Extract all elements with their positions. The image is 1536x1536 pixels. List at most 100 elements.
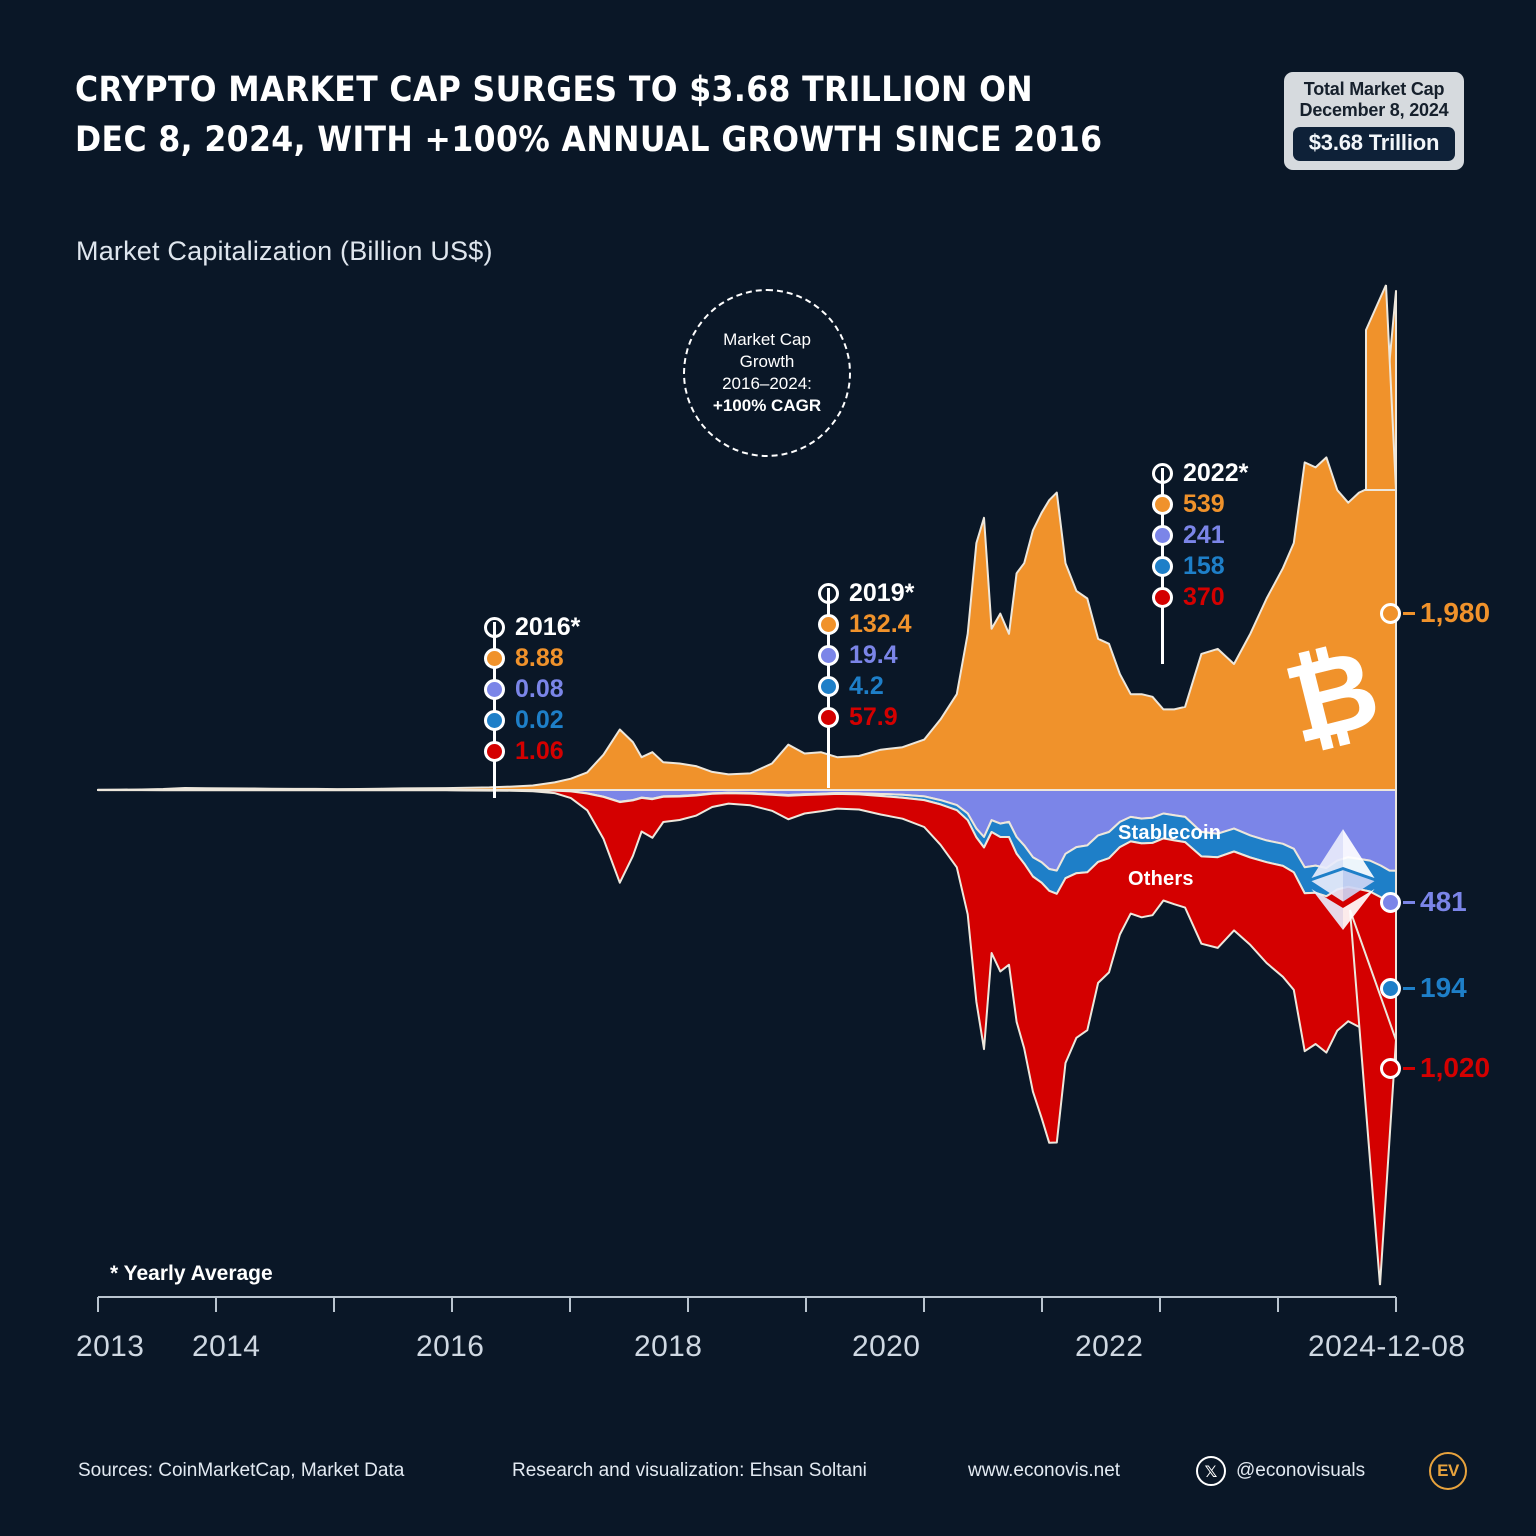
annotation-series-value: 539 bbox=[1183, 490, 1225, 518]
annotation-series-value: 241 bbox=[1183, 521, 1225, 549]
annotation-year-label: 2016* bbox=[515, 613, 581, 641]
x-axis-label: 2018 bbox=[634, 1330, 703, 1363]
end-label-value: 1,020 bbox=[1420, 1052, 1491, 1083]
annotation-series-dot bbox=[818, 614, 839, 635]
annotation-value-row: 132.4 bbox=[818, 609, 914, 640]
annotation-series-dot bbox=[818, 645, 839, 666]
annotation-year-dot bbox=[484, 617, 505, 638]
annotation-series-dot bbox=[1152, 556, 1173, 577]
annotation-series-value: 0.02 bbox=[515, 706, 564, 734]
footer-research: Research and visualization: Ehsan Soltan… bbox=[512, 1460, 867, 1481]
x-axis-label: 2022 bbox=[1075, 1330, 1144, 1363]
title-line-1: Crypto Market Cap Surges to $3.68 Trilli… bbox=[75, 70, 1034, 110]
annotation-series-dot bbox=[484, 741, 505, 762]
annotation-value-row: 4.2 bbox=[818, 671, 914, 702]
footer-website[interactable]: www.econovis.net bbox=[968, 1460, 1121, 1481]
annotation-series-value: 19.4 bbox=[849, 641, 898, 669]
chart-subtitle: Market Capitalization (Billion US$) bbox=[76, 236, 493, 266]
econovis-logo: EV bbox=[1429, 1452, 1467, 1490]
x-axis bbox=[97, 1296, 1397, 1312]
band-label-others: Others bbox=[1128, 868, 1194, 890]
axis-footnote: * Yearly Average bbox=[110, 1262, 273, 1285]
annotation-value-row: 8.88 bbox=[484, 643, 580, 674]
end-label-value: 194 bbox=[1420, 972, 1467, 1003]
x-axis-label: 2020 bbox=[852, 1330, 921, 1363]
annotation-series-value: 8.88 bbox=[515, 644, 564, 672]
badge-value: $3.68 Trillion bbox=[1293, 126, 1455, 161]
cagr-line-3: 2016–2024: bbox=[722, 374, 812, 393]
end-label-dot bbox=[1380, 1057, 1401, 1079]
annotation-series-value: 132.4 bbox=[849, 610, 912, 638]
annotation-year-row: 2016* bbox=[484, 612, 580, 643]
x-axis-label: 2024-12-08 bbox=[1308, 1330, 1466, 1363]
annotation-year-label: 2019* bbox=[849, 579, 915, 607]
annotation-value-row: 539 bbox=[1152, 489, 1248, 520]
annotation-year-dot bbox=[818, 583, 839, 604]
footer-social-handle[interactable]: @econovisuals bbox=[1236, 1460, 1366, 1481]
annotation-series-dot bbox=[818, 676, 839, 697]
end-label-connector bbox=[1403, 1066, 1415, 1070]
end-label-dot bbox=[1380, 977, 1401, 999]
title-line-2: Dec 8, 2024, with +100% Annual Growth Si… bbox=[75, 119, 1103, 160]
annotation-value-row: 19.4 bbox=[818, 640, 914, 671]
x-axis-label: 2016 bbox=[416, 1330, 485, 1363]
x-social-icon[interactable]: 𝕏 bbox=[1196, 1456, 1226, 1486]
cagr-line-4: +100% CAGR bbox=[712, 396, 822, 416]
annotation-value-row: 158 bbox=[1152, 551, 1248, 582]
bitcoin-icon: ₿ bbox=[1286, 636, 1378, 754]
end-label-others: 1,020 bbox=[1380, 1052, 1490, 1084]
end-label-connector bbox=[1403, 611, 1415, 615]
page-title: Crypto Market Cap Surges to $3.68 Trilli… bbox=[75, 66, 1135, 165]
end-label-dot bbox=[1380, 602, 1401, 624]
year-annotation-2019: 2019* 132.4 19.4 4.2 57.9 bbox=[818, 578, 914, 788]
annotation-value-row: 241 bbox=[1152, 520, 1248, 551]
footer-sources: Sources: CoinMarketCap, Market Data bbox=[78, 1460, 405, 1481]
end-label-bitcoin: 1,980 bbox=[1380, 597, 1490, 629]
total-market-cap-badge: Total Market Cap December 8, 2024 $3.68 … bbox=[1284, 72, 1464, 170]
end-label-value: 1,980 bbox=[1420, 597, 1491, 628]
annotation-series-value: 158 bbox=[1183, 552, 1225, 580]
cagr-line-2: Growth bbox=[739, 351, 795, 371]
svg-text:₿: ₿ bbox=[1286, 636, 1378, 754]
annotation-series-dot bbox=[1152, 494, 1173, 515]
end-label-connector bbox=[1403, 986, 1415, 990]
annotation-value-row: 57.9 bbox=[818, 702, 914, 733]
annotation-series-value: 4.2 bbox=[849, 672, 884, 700]
annotation-series-dot bbox=[484, 710, 505, 731]
band-label-stablecoin: Stablecoin bbox=[1118, 822, 1222, 844]
end-label-ethereum: 481 bbox=[1380, 886, 1467, 918]
badge-label-line-1: Total Market Cap bbox=[1303, 79, 1445, 99]
annotation-year-dot bbox=[1152, 463, 1173, 484]
annotation-year-row: 2022* bbox=[1152, 458, 1248, 489]
annotation-series-dot bbox=[484, 679, 505, 700]
annotation-series-value: 0.08 bbox=[515, 675, 564, 703]
end-label-dot bbox=[1380, 891, 1401, 913]
end-label-stablecoin: 194 bbox=[1380, 972, 1467, 1004]
annotation-value-row: 1.06 bbox=[484, 736, 580, 767]
footer: Sources: CoinMarketCap, Market Data Rese… bbox=[0, 1452, 1536, 1502]
band-others-final-spike bbox=[1349, 909, 1398, 1286]
annotation-series-dot bbox=[1152, 587, 1173, 608]
annotation-series-value: 57.9 bbox=[849, 703, 898, 731]
annotation-value-row: 0.08 bbox=[484, 674, 580, 705]
x-axis-label: 2014 bbox=[192, 1330, 261, 1363]
year-annotation-2016: 2016* 8.88 0.08 0.02 1.06 bbox=[484, 612, 580, 798]
annotation-value-row: 370 bbox=[1152, 582, 1248, 613]
cagr-callout: Market Cap Growth 2016–2024: +100% CAGR bbox=[683, 289, 851, 457]
cagr-line-1: Market Cap bbox=[723, 329, 811, 349]
year-annotation-2022: 2022* 539 241 158 370 bbox=[1152, 458, 1248, 664]
x-axis-label: 2013 bbox=[76, 1330, 145, 1363]
band-bitcoin-final-spike bbox=[1365, 284, 1398, 491]
annotation-series-value: 370 bbox=[1183, 583, 1225, 611]
badge-label-line-2: December 8, 2024 bbox=[1299, 100, 1449, 121]
end-label-connector bbox=[1403, 900, 1415, 904]
annotation-series-dot bbox=[484, 648, 505, 669]
annotation-year-row: 2019* bbox=[818, 578, 914, 609]
annotation-value-row: 0.02 bbox=[484, 705, 580, 736]
ethereum-icon bbox=[1311, 829, 1375, 930]
annotation-year-label: 2022* bbox=[1183, 459, 1249, 487]
annotation-series-dot bbox=[818, 707, 839, 728]
annotation-series-dot bbox=[1152, 525, 1173, 546]
annotation-series-value: 1.06 bbox=[515, 737, 564, 765]
